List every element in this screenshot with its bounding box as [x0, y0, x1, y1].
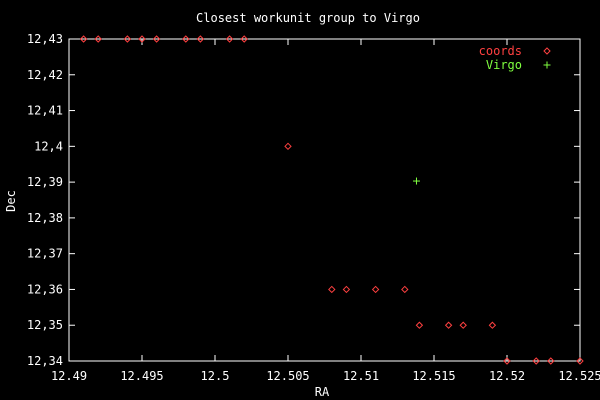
y-tick-label: 12,36 [27, 282, 63, 296]
x-tick-label: 12.525 [558, 369, 600, 383]
coords-point [123, 35, 132, 43]
legend-label-virgo: Virgo [486, 58, 522, 72]
y-tick-label: 12,43 [27, 32, 63, 46]
coords-point [79, 35, 88, 43]
x-tick-label: 12.505 [266, 369, 309, 383]
virgo-point [412, 177, 420, 185]
x-tick-label: 12.495 [120, 369, 163, 383]
coords-point [401, 285, 409, 294]
y-tick-label: 12,41 [27, 104, 63, 118]
coords-point [225, 35, 234, 43]
coords-point [503, 357, 511, 365]
coords-point [532, 357, 540, 365]
data-marks [79, 35, 584, 365]
coords-point [182, 35, 190, 43]
coords-point [94, 35, 102, 43]
x-tick-label: 12.49 [51, 369, 87, 383]
legend-marker-virgo [543, 61, 551, 69]
y-tick-label: 12,34 [27, 354, 63, 368]
coords-point [284, 142, 292, 151]
coords-point [138, 35, 146, 43]
x-tick-label: 12.515 [412, 369, 455, 383]
y-tick-label: 12,4 [34, 139, 63, 153]
coords-point [459, 321, 467, 329]
y-tick-label: 12,39 [27, 175, 63, 189]
y-tick-label: 12,38 [27, 211, 63, 225]
y-tick-label: 12,37 [27, 247, 63, 261]
coords-point [152, 35, 161, 43]
coords-point [196, 35, 205, 43]
coords-point [576, 357, 584, 365]
coords-point [240, 35, 248, 43]
chart-title: Closest workunit group to Virgo [196, 11, 420, 25]
x-tick-label: 12.51 [343, 369, 379, 383]
x-tick-label: 12.5 [201, 369, 230, 383]
y-tick-label: 12,42 [27, 68, 63, 82]
coords-point [547, 357, 555, 365]
coords-point [415, 321, 424, 329]
axes-ticks: 12.49 12.495 12.5 12.505 12.51 12.515 12.52 12.… [27, 32, 600, 383]
coords-point [488, 321, 497, 329]
coords-point [328, 285, 336, 294]
coords-point [371, 285, 380, 294]
x-axis-label: RA [315, 385, 330, 399]
legend-label-coords: coords [479, 44, 522, 58]
x-tick-label: 12.52 [489, 369, 525, 383]
plot-frame [68, 38, 581, 362]
y-axis-label: Dec [4, 190, 18, 212]
y-tick-label: 12,35 [27, 318, 63, 332]
coords-point [444, 321, 453, 329]
coords-point [342, 285, 351, 294]
legend-marker-coords [543, 47, 551, 55]
